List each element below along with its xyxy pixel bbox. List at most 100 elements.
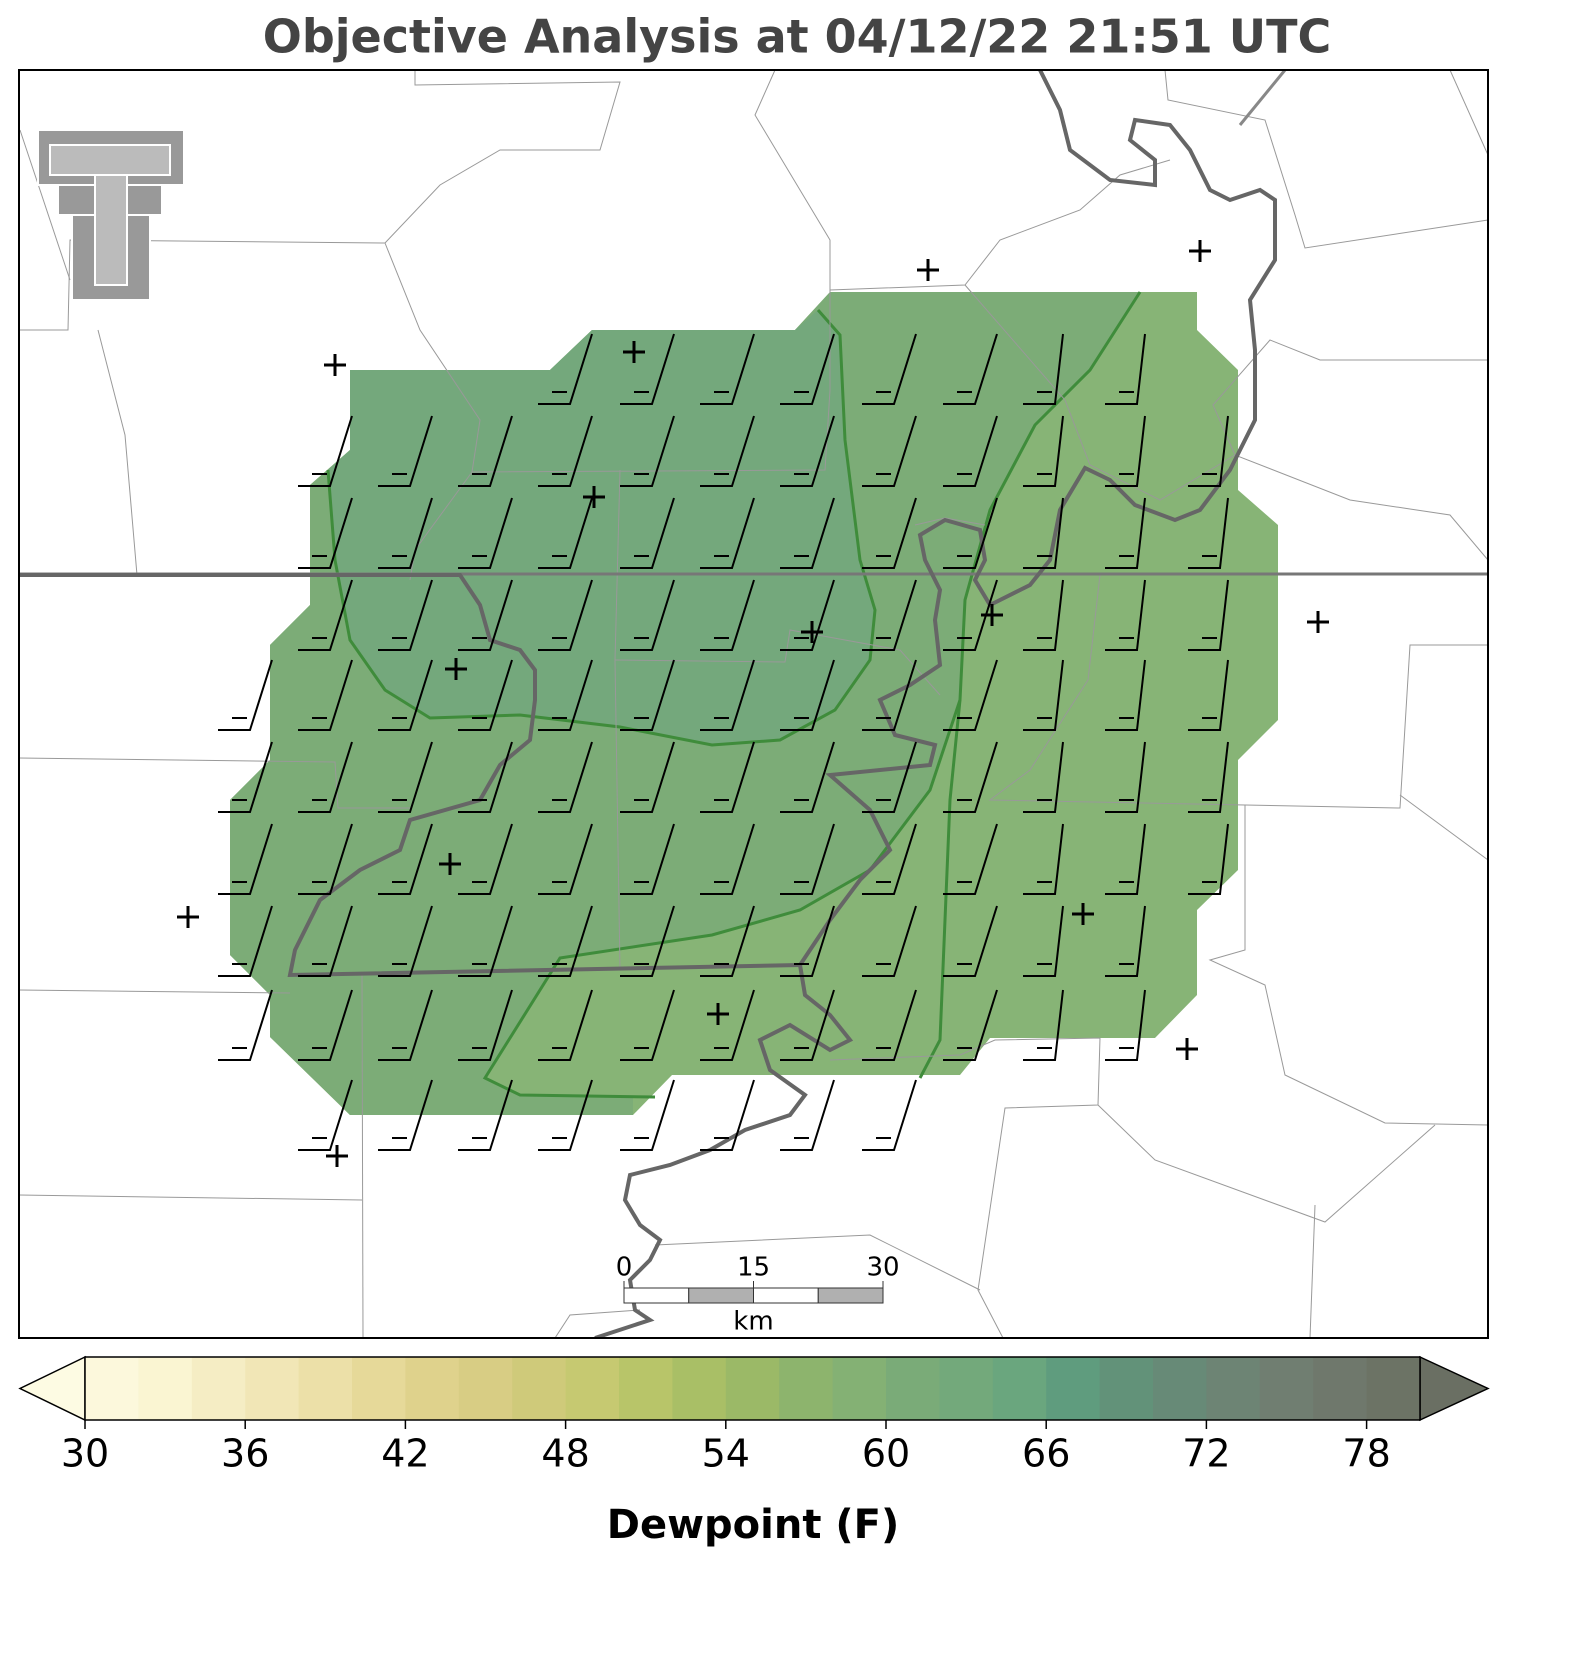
station [1176, 1038, 1198, 1060]
wind-barb [378, 497, 433, 569]
map-frame [18, 69, 1489, 1339]
wind-barb [458, 579, 513, 651]
colorbar-segment [1259, 1357, 1314, 1420]
wind-barb [780, 989, 835, 1061]
wind-barb [1105, 579, 1146, 651]
wind-barb [538, 659, 593, 731]
dewpoint-field [328, 310, 875, 745]
scale-segment [753, 1287, 819, 1304]
wind-barb [458, 1079, 513, 1151]
wind-barb [1105, 989, 1146, 1061]
wind-barb [218, 905, 273, 977]
scale-segment [817, 1287, 884, 1304]
wind-barb [620, 905, 675, 977]
wind-barb [458, 741, 513, 813]
colorbar-segment [1313, 1357, 1368, 1420]
wind-barb [1188, 823, 1229, 895]
contours [326, 291, 1142, 1099]
colorbar-segment [352, 1357, 406, 1420]
station [177, 906, 199, 928]
wind-barb [538, 415, 593, 487]
wind-barb [862, 905, 917, 977]
colorbar-segment [992, 1357, 1047, 1420]
colorbar-segment [405, 1357, 460, 1420]
colorbar-tick-label: 30 [61, 1432, 109, 1476]
station [623, 341, 645, 363]
colorbar-extend [1419, 1355, 1490, 1422]
wind-barb [1105, 741, 1146, 813]
wind-barb [538, 905, 593, 977]
station [1189, 240, 1211, 262]
colorbar-tick-label: 72 [1182, 1432, 1230, 1476]
colorbar-tick-label: 66 [1022, 1432, 1070, 1476]
map [19, 70, 1488, 1338]
colorbar-segment [1366, 1357, 1421, 1420]
wind-barb [700, 415, 755, 487]
wind-barb [1023, 333, 1064, 405]
wind-barb [1023, 905, 1064, 977]
colorbar-segment [458, 1357, 513, 1420]
wind-barb [1023, 989, 1064, 1061]
wind-barb [378, 741, 433, 813]
state-border [19, 70, 1277, 978]
wind-barb [538, 1079, 593, 1151]
colorbar-tick-label: 78 [1342, 1432, 1390, 1476]
wind-barb [620, 659, 675, 731]
wind-barb [378, 989, 433, 1061]
wind-barb [700, 659, 755, 731]
wind-barb [1105, 497, 1146, 569]
wind-barb [620, 1079, 675, 1151]
colorbar-tick-label: 54 [702, 1432, 750, 1476]
station [439, 853, 461, 875]
wind-barb [780, 497, 835, 569]
station [801, 621, 823, 643]
colorbar-frame [84, 1356, 1421, 1421]
wind-barb [943, 333, 998, 405]
colorbar-tick-label: 48 [541, 1432, 589, 1476]
wind-barb [1105, 823, 1146, 895]
wind-barb [700, 741, 755, 813]
colorbar-segment [939, 1357, 994, 1420]
wind-barb [862, 659, 917, 731]
colorbar-segment [1206, 1357, 1261, 1420]
wind-barb [298, 823, 353, 895]
wind-barb [943, 905, 998, 977]
colorbar-segment [886, 1357, 940, 1420]
wind-barb [1105, 905, 1146, 977]
wind-barb [943, 579, 998, 651]
station [981, 604, 1003, 626]
wind-barb [862, 415, 917, 487]
colorbar-segment [725, 1357, 780, 1420]
wind-barb [378, 415, 433, 487]
colorbar-segment [1153, 1357, 1207, 1420]
scale-label: 30 [866, 1253, 899, 1283]
wind-barb [620, 415, 675, 487]
wind-barb [458, 989, 513, 1061]
colorbar-segment [1099, 1357, 1154, 1420]
colorbar-segment [298, 1357, 353, 1420]
state-border [594, 964, 854, 1338]
logo [37, 129, 185, 301]
wind-barb [943, 823, 998, 895]
station [707, 1003, 729, 1025]
wind-barb [298, 579, 353, 651]
wind-barb [1105, 333, 1146, 405]
scale-segment [623, 1287, 690, 1304]
wind-barb [538, 497, 593, 569]
wind-barb [538, 579, 593, 651]
wind-barb [458, 415, 513, 487]
wind-barb [700, 497, 755, 569]
wind-barb [862, 823, 917, 895]
wind-barb [298, 989, 353, 1061]
wind-barb [1105, 659, 1146, 731]
colorbar-segment [85, 1357, 139, 1420]
wind-barb [1023, 579, 1064, 651]
station [445, 658, 467, 680]
wind-barb [620, 497, 675, 569]
colorbar-segment [138, 1357, 193, 1420]
wind-barb [620, 823, 675, 895]
colorbar-segment [832, 1357, 887, 1420]
wind-barb [700, 905, 755, 977]
wind-barb [780, 905, 835, 977]
wind-barb [780, 333, 835, 405]
